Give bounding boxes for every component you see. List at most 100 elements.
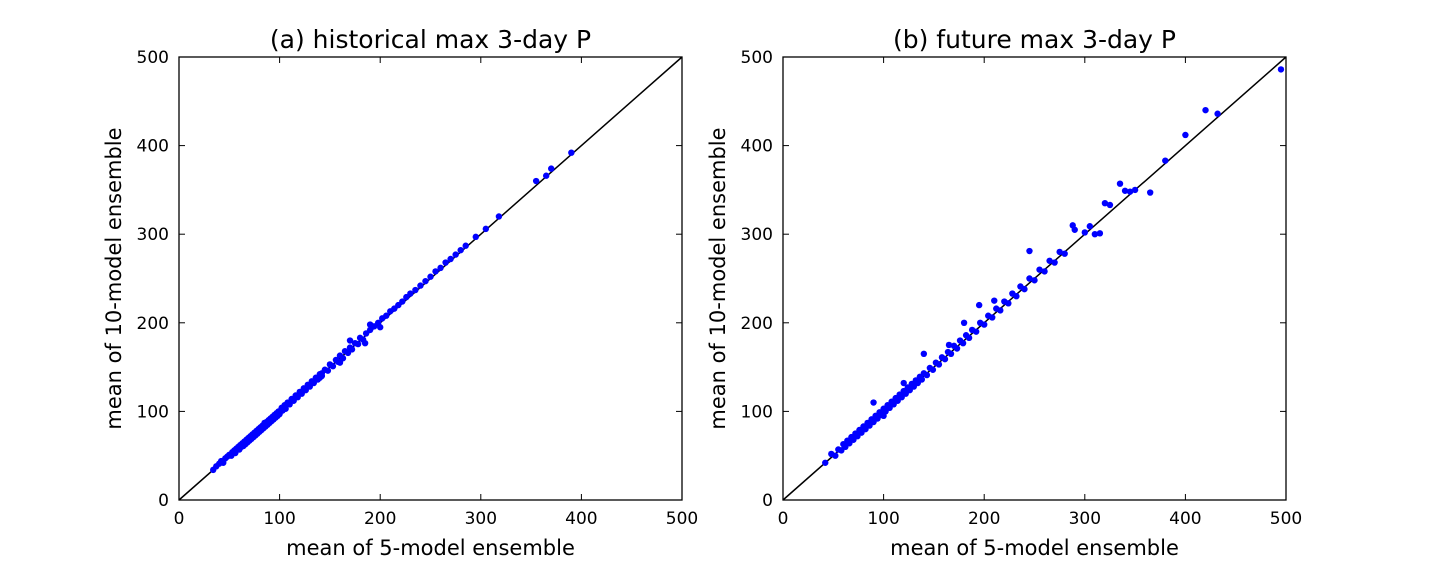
scatter-point bbox=[282, 405, 289, 412]
scatter-point bbox=[953, 345, 961, 352]
y-axis-ticks: 0 100 200 300 400 500 bbox=[741, 48, 1286, 511]
scatter-point bbox=[1146, 189, 1154, 196]
scatter-point bbox=[1131, 186, 1139, 194]
plot-frame bbox=[782, 56, 1287, 501]
x-tick-label: 200 bbox=[968, 509, 1000, 529]
scatter-point bbox=[457, 246, 464, 254]
scatter-point bbox=[417, 282, 424, 289]
scatter-point bbox=[1081, 229, 1089, 236]
scatter-point bbox=[548, 165, 555, 172]
scatter-point bbox=[1091, 231, 1099, 238]
scatter-point bbox=[383, 312, 390, 319]
x-tick-label: 0 bbox=[778, 509, 789, 529]
scatter-points bbox=[822, 66, 1285, 466]
y-tick-label: 100 bbox=[137, 402, 169, 422]
scatter-point bbox=[482, 225, 490, 233]
x-tick-label: 100 bbox=[263, 509, 295, 529]
scatter-point bbox=[329, 363, 337, 370]
scatter-point bbox=[989, 314, 996, 321]
x-axis-label: mean of 5-model ensemble bbox=[286, 536, 575, 560]
scatter-point bbox=[442, 259, 449, 266]
y-tick-label: 300 bbox=[741, 225, 773, 245]
scatter-point bbox=[568, 149, 575, 156]
scatter-point bbox=[935, 361, 943, 368]
scatter-point bbox=[412, 286, 419, 294]
scatter-point bbox=[1013, 293, 1020, 300]
scatter-point bbox=[427, 273, 434, 280]
scatter-point bbox=[960, 319, 968, 326]
panel-future: 0 100 200 300 400 500 0 100 200 300 400 500 (b) fu… bbox=[706, 25, 1302, 560]
chart-title: (a) historical max 3-day P bbox=[270, 25, 591, 54]
x-axis-ticks: 0 100 200 300 400 500 bbox=[174, 57, 698, 529]
scatter-point bbox=[452, 251, 459, 258]
scatter-point bbox=[1056, 248, 1063, 256]
scatter-point bbox=[324, 367, 332, 374]
scatter-point bbox=[880, 412, 887, 420]
x-tick-label: 200 bbox=[364, 509, 396, 529]
x-tick-label: 100 bbox=[867, 509, 899, 529]
scatter-point bbox=[348, 346, 356, 353]
scatter-point bbox=[354, 340, 362, 348]
y-tick-label: 0 bbox=[158, 491, 169, 511]
scatter-point bbox=[532, 177, 540, 185]
scatter-point bbox=[972, 328, 980, 335]
scatter-point bbox=[1005, 300, 1012, 307]
y-tick-label: 400 bbox=[741, 137, 773, 157]
scatter-point bbox=[941, 355, 949, 363]
x-axis-label: mean of 5-model ensemble bbox=[890, 536, 1179, 560]
y-tick-label: 500 bbox=[137, 48, 169, 68]
scatter-point bbox=[1061, 250, 1068, 257]
scatter-point bbox=[422, 277, 429, 285]
y-axis-ticks: 0 100 200 300 400 500 bbox=[137, 48, 682, 511]
x-tick-label: 400 bbox=[1169, 509, 1201, 529]
scatter-point bbox=[1096, 230, 1104, 237]
scatter-point bbox=[1214, 110, 1221, 117]
scatter-point bbox=[377, 324, 384, 331]
scatter-point bbox=[981, 321, 988, 328]
scatter-point bbox=[900, 379, 907, 387]
scatter-point bbox=[472, 233, 479, 241]
scatter-point bbox=[462, 242, 469, 249]
scatter-point bbox=[1086, 223, 1094, 230]
scatter-point bbox=[1071, 226, 1078, 233]
scatter-point bbox=[542, 172, 550, 179]
scatter-point bbox=[945, 341, 953, 349]
scatter-point bbox=[437, 264, 444, 272]
x-tick-label: 400 bbox=[565, 509, 597, 529]
scatter-point bbox=[399, 298, 406, 305]
scatter-point bbox=[1051, 259, 1058, 266]
scatter-point bbox=[918, 376, 926, 383]
scatter-point bbox=[1036, 266, 1043, 273]
x-tick-label: 0 bbox=[174, 509, 185, 529]
scatter-point bbox=[947, 350, 955, 358]
scatter-point bbox=[432, 268, 439, 275]
scatter-point bbox=[1116, 180, 1124, 187]
scatter-point bbox=[929, 366, 937, 373]
scatter-point bbox=[923, 371, 931, 379]
scatter-point bbox=[997, 307, 1004, 314]
x-tick-label: 500 bbox=[666, 509, 698, 529]
scatter-point bbox=[1121, 187, 1129, 194]
scatter-point bbox=[965, 334, 973, 342]
scatter-point bbox=[1162, 157, 1169, 164]
y-tick-label: 200 bbox=[741, 314, 773, 334]
scatter-point bbox=[822, 459, 829, 466]
scatter-point bbox=[495, 213, 503, 220]
scatter-point bbox=[1026, 275, 1033, 282]
scatter-point bbox=[366, 321, 374, 328]
x-tick-label: 300 bbox=[465, 509, 497, 529]
scatter-point bbox=[1126, 188, 1134, 195]
scatter-point bbox=[975, 301, 983, 309]
scatter-point bbox=[1202, 106, 1209, 114]
scatter-point bbox=[1101, 199, 1109, 207]
y-tick-label: 0 bbox=[762, 491, 773, 511]
scatter-point bbox=[1041, 268, 1048, 275]
scatter-point bbox=[832, 452, 839, 459]
scatter-point bbox=[407, 290, 414, 297]
y-tick-label: 100 bbox=[741, 402, 773, 422]
x-tick-label: 500 bbox=[1270, 509, 1302, 529]
y-tick-label: 500 bbox=[741, 48, 773, 68]
y-tick-label: 300 bbox=[137, 225, 169, 245]
scatter-point bbox=[1026, 247, 1033, 255]
